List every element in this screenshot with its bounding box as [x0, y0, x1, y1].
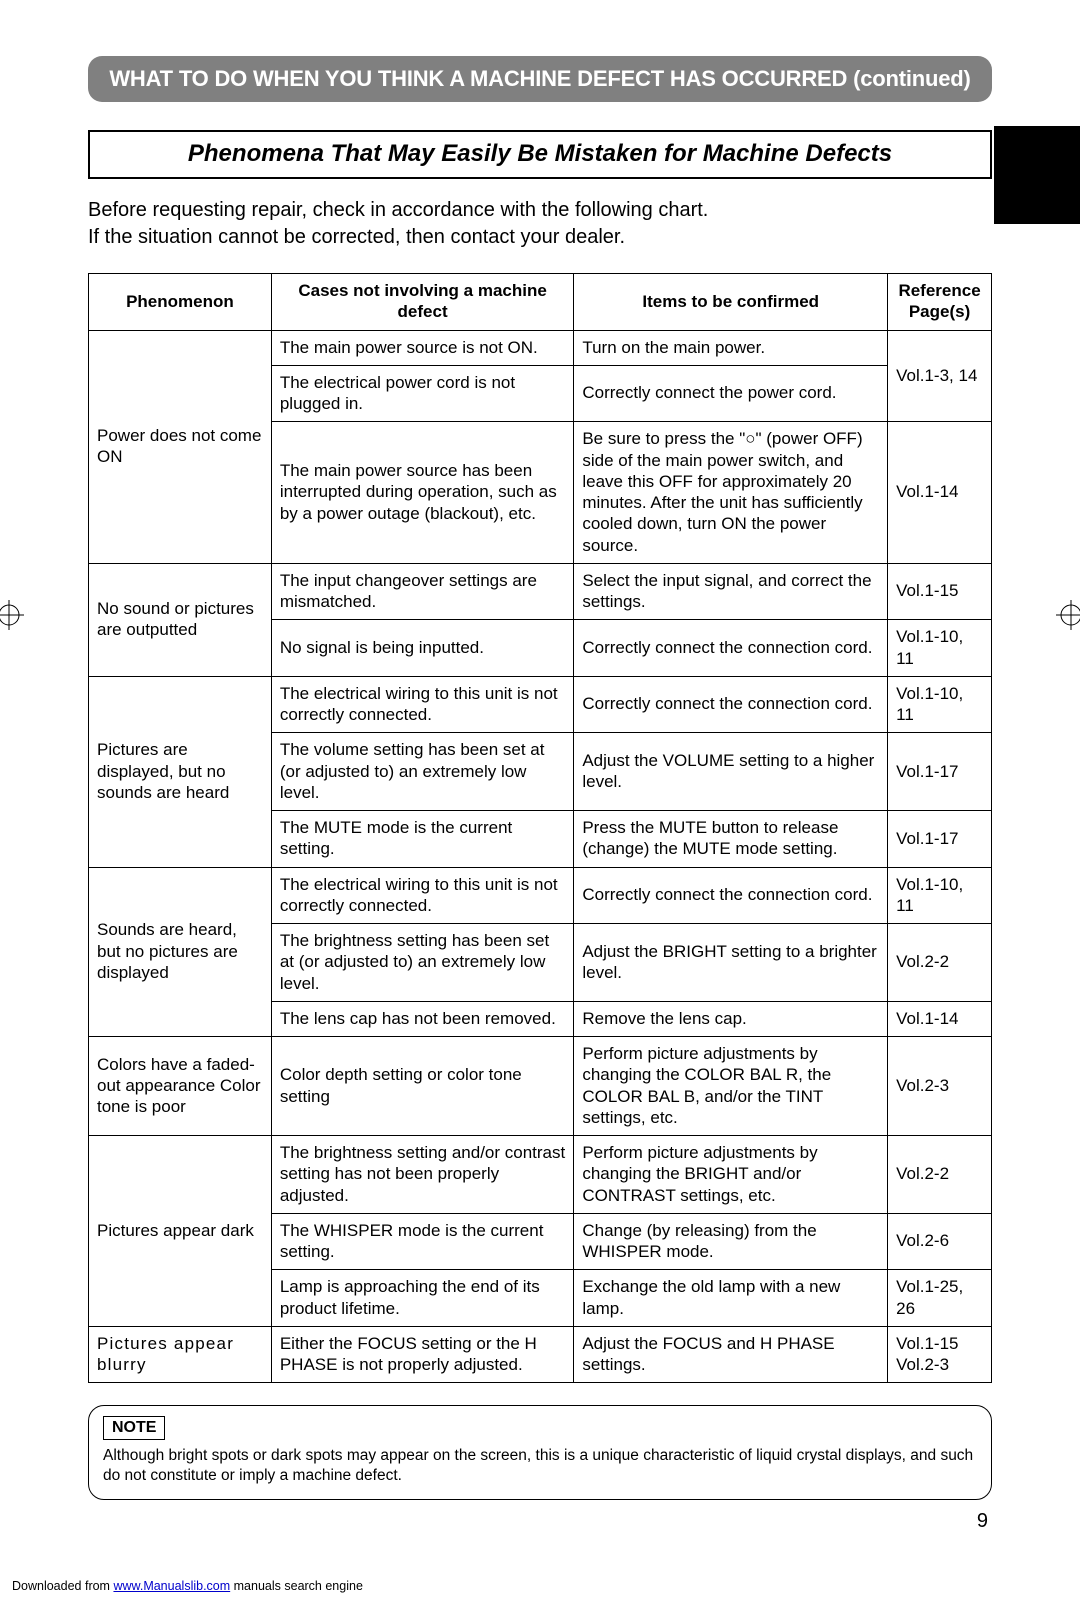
cell-ref: Vol.1-15 Vol.2-3	[888, 1326, 992, 1383]
cell-case: The volume setting has been set at (or a…	[271, 733, 574, 811]
cell-item: Change (by releasing) from the WHISPER m…	[574, 1213, 888, 1270]
col-reference: Reference Page(s)	[888, 274, 992, 331]
cell-item: Correctly connect the connection cord.	[574, 867, 888, 924]
cell-ref: Vol.1-25, 26	[888, 1270, 992, 1327]
cell-case: No signal is being inputted.	[271, 620, 574, 677]
cell-item: Turn on the main power.	[574, 330, 888, 365]
cell-ref: Vol.1-10, 11	[888, 867, 992, 924]
note-box: NOTE Although bright spots or dark spots…	[88, 1405, 992, 1499]
table-header-row: Phenomenon Cases not involving a machine…	[89, 274, 992, 331]
cell-item: Exchange the old lamp with a new lamp.	[574, 1270, 888, 1327]
cell-ref: Vol.1-17	[888, 811, 992, 868]
cell-case: The WHISPER mode is the current setting.	[271, 1213, 574, 1270]
cell-case: The MUTE mode is the current setting.	[271, 811, 574, 868]
cell-ref: Vol.1-14	[888, 1001, 992, 1036]
intro-line-1: Before requesting repair, check in accor…	[88, 199, 708, 221]
cell-phenomenon: Pictures are displayed, but no sounds ar…	[89, 676, 272, 867]
cell-item: Perform picture adjustments by changing …	[574, 1037, 888, 1136]
section-subhead: Phenomena That May Easily Be Mistaken fo…	[88, 130, 992, 179]
cell-item: Press the MUTE button to release (change…	[574, 811, 888, 868]
cell-item: Correctly connect the connection cord.	[574, 620, 888, 677]
table-row: No sound or pictures are outputted The i…	[89, 563, 992, 620]
cell-item: Adjust the BRIGHT setting to a brighter …	[574, 924, 888, 1002]
cell-ref: Vol.2-2	[888, 924, 992, 1002]
cell-case: Color depth setting or color tone settin…	[271, 1037, 574, 1136]
footer-prefix: Downloaded from	[12, 1579, 113, 1593]
table-row: Pictures are displayed, but no sounds ar…	[89, 676, 992, 733]
cell-case: The lens cap has not been removed.	[271, 1001, 574, 1036]
cell-phenomenon: Pictures appear blurry	[89, 1326, 272, 1383]
table-row: Pictures appear dark The brightness sett…	[89, 1136, 992, 1214]
cell-ref: Vol.2-3	[888, 1037, 992, 1136]
cell-item: Be sure to press the "○" (power OFF) sid…	[574, 422, 888, 564]
cell-phenomenon: Pictures appear dark	[89, 1136, 272, 1327]
cell-case: The main power source is not ON.	[271, 330, 574, 365]
troubleshoot-table: Phenomenon Cases not involving a machine…	[88, 273, 992, 1383]
cell-case: Lamp is approaching the end of its produ…	[271, 1270, 574, 1327]
cell-ref: Vol.2-2	[888, 1136, 992, 1214]
cell-item: Correctly connect the power cord.	[574, 365, 888, 422]
col-ref-line2: Page(s)	[909, 302, 970, 321]
cell-case: The brightness setting and/or contrast s…	[271, 1136, 574, 1214]
cell-case: Either the FOCUS setting or the H PHASE …	[271, 1326, 574, 1383]
cell-item: Perform picture adjustments by changing …	[574, 1136, 888, 1214]
cell-case: The main power source has been interrupt…	[271, 422, 574, 564]
col-phenomenon: Phenomenon	[89, 274, 272, 331]
cell-item: Remove the lens cap.	[574, 1001, 888, 1036]
download-footer: Downloaded from www.Manualslib.com manua…	[0, 1573, 1080, 1603]
cell-phenomenon: No sound or pictures are outputted	[89, 563, 272, 676]
cell-case: The electrical power cord is not plugged…	[271, 365, 574, 422]
table-row: Colors have a faded-out appearance Color…	[89, 1037, 992, 1136]
table-row: Sounds are heard, but no pictures are di…	[89, 867, 992, 924]
note-label: NOTE	[103, 1416, 165, 1440]
cell-phenomenon: Colors have a faded-out appearance Color…	[89, 1037, 272, 1136]
col-ref-line1: Reference	[898, 281, 980, 300]
cell-item: Adjust the FOCUS and H PHASE settings.	[574, 1326, 888, 1383]
footer-suffix: manuals search engine	[230, 1579, 363, 1593]
cell-ref: Vol.1-17	[888, 733, 992, 811]
cell-phenomenon: Sounds are heard, but no pictures are di…	[89, 867, 272, 1037]
note-text: Although bright spots or dark spots may …	[103, 1446, 977, 1486]
col-items: Items to be confirmed	[574, 274, 888, 331]
cell-ref: Vol.1-10, 11	[888, 620, 992, 677]
footer-link[interactable]: www.Manualslib.com	[113, 1579, 230, 1593]
cell-ref: Vol.2-6	[888, 1213, 992, 1270]
col-cases: Cases not involving a machine defect	[271, 274, 574, 331]
page-number: 9	[88, 1510, 992, 1533]
cell-ref: Vol.1-15	[888, 563, 992, 620]
cell-ref: Vol.1-3, 14	[888, 330, 992, 422]
cell-item: Select the input signal, and correct the…	[574, 563, 888, 620]
cell-phenomenon: Power does not come ON	[89, 330, 272, 563]
cell-case: The input changeover settings are mismat…	[271, 563, 574, 620]
intro-text: Before requesting repair, check in accor…	[88, 197, 992, 251]
cell-ref: Vol.1-14	[888, 422, 992, 564]
cell-item: Correctly connect the connection cord.	[574, 676, 888, 733]
cell-case: The electrical wiring to this unit is no…	[271, 867, 574, 924]
table-row: Pictures appear blurry Either the FOCUS …	[89, 1326, 992, 1383]
page-header-bar: WHAT TO DO WHEN YOU THINK A MACHINE DEFE…	[88, 56, 992, 102]
cell-case: The electrical wiring to this unit is no…	[271, 676, 574, 733]
cell-ref: Vol.1-10, 11	[888, 676, 992, 733]
cell-item: Adjust the VOLUME setting to a higher le…	[574, 733, 888, 811]
intro-line-2: If the situation cannot be corrected, th…	[88, 226, 625, 248]
table-row: Power does not come ON The main power so…	[89, 330, 992, 365]
cell-case: The brightness setting has been set at (…	[271, 924, 574, 1002]
